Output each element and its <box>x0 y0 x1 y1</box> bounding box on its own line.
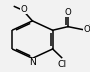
Text: O: O <box>83 25 90 34</box>
Text: O: O <box>65 8 71 17</box>
Text: N: N <box>29 58 36 67</box>
Text: Cl: Cl <box>58 60 67 69</box>
Text: O: O <box>20 5 27 14</box>
